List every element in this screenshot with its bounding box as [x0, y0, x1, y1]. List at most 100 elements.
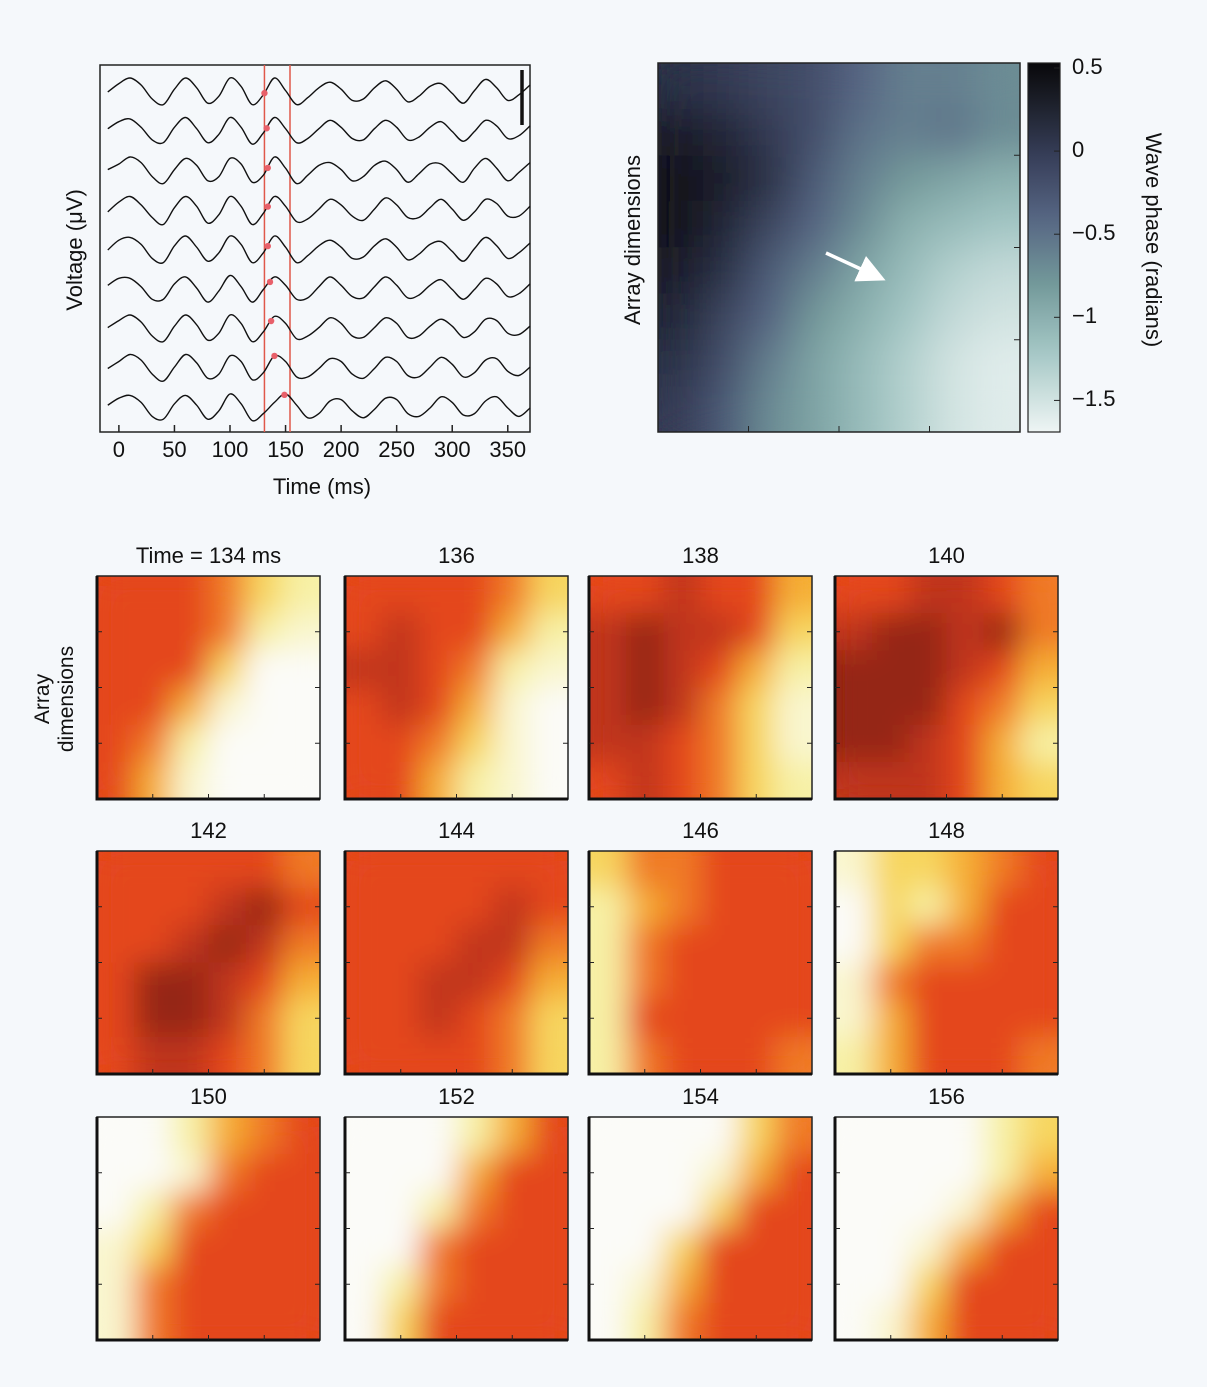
heatmap-cell: [700, 724, 739, 763]
phase-cell: [884, 155, 930, 202]
heatmap-cell: [1020, 761, 1058, 799]
heatmap-cell: [171, 1117, 209, 1155]
heatmap-cell: [872, 613, 910, 651]
heatmap-cell: [493, 1228, 532, 1267]
heatmap-cell: [909, 1191, 947, 1229]
heatmap-cell: [1020, 687, 1058, 726]
panel-title: Time = 134 ms: [136, 543, 281, 568]
heatmap-cell: [493, 1154, 532, 1192]
colorbar-tick-label: 0.5: [1072, 54, 1103, 79]
heatmap-cell: [1020, 851, 1058, 889]
heatmap-cell: [345, 888, 383, 926]
heatmap-cell: [909, 761, 947, 799]
heatmap-cell: [456, 1191, 495, 1229]
heatmap-cell: [493, 1191, 532, 1229]
heatmap-cell: [774, 1191, 812, 1229]
heatmap-cell: [774, 724, 812, 763]
heatmap-cell: [1020, 1191, 1058, 1229]
heatmap-cell: [1020, 962, 1058, 1001]
heatmap-cell: [456, 650, 495, 688]
heatmap-cell: [663, 687, 701, 726]
heatmap-cell: [456, 1228, 495, 1267]
heatmap-cell: [835, 925, 873, 963]
heatmap-cell: [774, 1265, 812, 1304]
heatmap-cell: [1020, 925, 1058, 963]
phase-cell: [748, 201, 795, 248]
phase-cell: [658, 155, 704, 202]
heatmap-cell: [774, 576, 812, 614]
heatmap-cell: [493, 962, 532, 1001]
heatmap-cell: [493, 650, 532, 688]
heatmap-cell: [835, 1191, 873, 1229]
heatmap-cell: [456, 962, 495, 1001]
voltage-trace: [107, 274, 531, 303]
heatmap-cell: [171, 1228, 209, 1267]
heatmap-cell: [208, 1228, 247, 1267]
panel-axes: [587, 851, 812, 1076]
heatmap-cell: [530, 888, 568, 926]
heatmap-cell: [282, 1154, 320, 1192]
phase-cell: [658, 109, 704, 156]
heatmap-cell: [345, 613, 383, 651]
phase-cell: [793, 109, 840, 156]
heatmap-cell: [171, 576, 209, 614]
panel-axes: [343, 1117, 568, 1342]
heatmap-cell: [493, 724, 532, 763]
heatmap-cell: [737, 576, 776, 614]
heatmap-cell: [282, 724, 320, 763]
heatmap-cell: [97, 851, 135, 889]
heatmap-cell: [419, 1265, 457, 1304]
heatmap-cell: [872, 687, 910, 726]
heatmap-cell: [700, 576, 739, 614]
heatmap-cells: [97, 851, 320, 1074]
heatmap-cell: [208, 724, 247, 763]
heatmap-cell: [245, 1228, 284, 1267]
heatmap-cell: [1020, 1228, 1058, 1267]
heatmap-cell: [737, 925, 776, 963]
heatmap-cell: [835, 1117, 873, 1155]
phase-cell: [793, 385, 840, 432]
heatmap-cell: [245, 1302, 284, 1340]
heatmap-cell: [419, 724, 457, 763]
phase-cell: [884, 247, 930, 295]
heatmap-cell: [208, 999, 247, 1038]
heatmap-cell: [382, 1265, 420, 1304]
heatmap-cell: [456, 1265, 495, 1304]
heatmap-cell: [983, 925, 1022, 963]
heatmap-cell: [97, 925, 135, 963]
heatmap-cell: [663, 1036, 701, 1074]
heatmap-cell: [171, 687, 209, 726]
heatmap-cell: [626, 761, 664, 799]
heatmap-cell: [456, 1302, 495, 1340]
heatmap-cell: [134, 962, 172, 1001]
heatmap-cell: [208, 1265, 247, 1304]
x-tick-label: 0: [113, 437, 125, 462]
wave-direction-arrow: [825, 251, 886, 282]
heatmap-cell: [208, 962, 247, 1001]
heatmap-cell: [345, 687, 383, 726]
heatmap-cell: [983, 1036, 1022, 1074]
heatmap-cell: [382, 1191, 420, 1229]
heatmap: [589, 576, 812, 799]
heatmap-cell: [872, 925, 910, 963]
heatmap-cells: [345, 851, 568, 1074]
phase-cell: [703, 385, 749, 432]
heatmap-cell: [835, 724, 873, 763]
heatmap-cell: [872, 650, 910, 688]
peak-marker: [267, 317, 275, 325]
heatmap-cell: [737, 1117, 776, 1155]
heatmap-cell: [530, 1191, 568, 1229]
heatmap-cell: [171, 1302, 209, 1340]
panel-axes: [343, 851, 568, 1076]
panel-axes: [587, 576, 812, 801]
heatmap-cell: [382, 761, 420, 799]
heatmap-cell: [282, 687, 320, 726]
heatmap-cell: [909, 687, 947, 726]
phase-cell: [658, 385, 704, 432]
heatmap-cell: [737, 1265, 776, 1304]
heatmap-cell: [774, 999, 812, 1038]
heatmap-cell: [171, 613, 209, 651]
heatmap-cell: [493, 1117, 532, 1155]
heatmap-cell: [774, 650, 812, 688]
heatmap-cell: [872, 1228, 910, 1267]
